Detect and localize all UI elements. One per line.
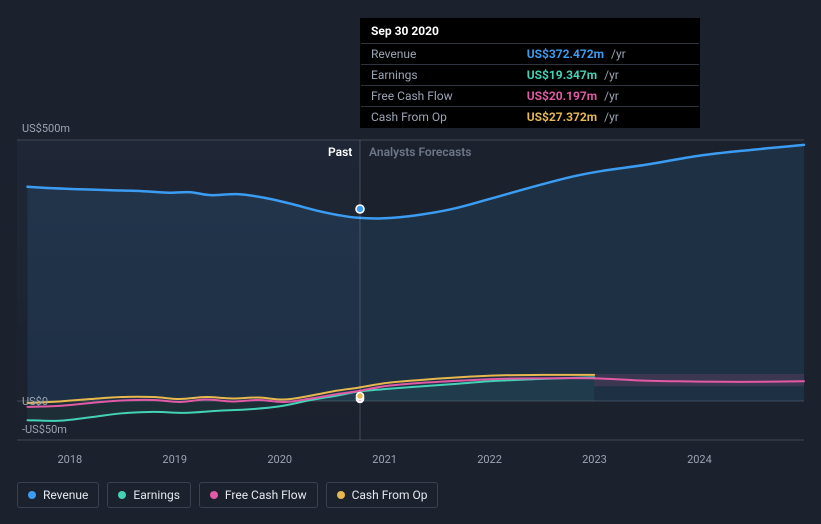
tooltip-row: Free Cash FlowUS$20.197m /yr xyxy=(361,86,699,107)
tooltip-row-value: US$27.372m /yr xyxy=(517,107,699,128)
legend-item-label: Revenue xyxy=(43,488,88,502)
tooltip-table: RevenueUS$372.472m /yrEarningsUS$19.347m… xyxy=(361,43,699,127)
chart-legend: Revenue Earnings Free Cash Flow Cash From O… xyxy=(17,482,438,508)
legend-dot-icon xyxy=(337,491,345,499)
tooltip-row-label: Free Cash Flow xyxy=(361,86,517,107)
tooltip-row-value: US$19.347m /yr xyxy=(517,65,699,86)
tooltip-row-label: Revenue xyxy=(361,44,517,65)
tooltip-row: RevenueUS$372.472m /yr xyxy=(361,44,699,65)
tooltip-row-label: Earnings xyxy=(361,65,517,86)
legend-item-label: Cash From Op xyxy=(352,488,428,502)
legend-item-revenue[interactable]: Revenue xyxy=(17,482,99,508)
financial-forecast-chart: US$500m US$0 -US$50m Past Analysts Forec… xyxy=(0,0,821,524)
x-axis-tick: 2022 xyxy=(477,453,502,466)
section-label-forecast: Analysts Forecasts xyxy=(369,145,471,159)
y-axis-label-500m: US$500m xyxy=(22,122,70,135)
tooltip-row: Cash From OpUS$27.372m /yr xyxy=(361,107,699,128)
tooltip-row-label: Cash From Op xyxy=(361,107,517,128)
x-axis-tick: 2024 xyxy=(687,453,712,466)
x-axis-tick: 2023 xyxy=(582,453,607,466)
tooltip-row-value: US$20.197m /yr xyxy=(517,86,699,107)
legend-item-cfo[interactable]: Cash From Op xyxy=(326,482,439,508)
tooltip-date: Sep 30 2020 xyxy=(361,19,699,43)
legend-dot-icon xyxy=(210,491,218,499)
x-axis-tick: 2019 xyxy=(162,453,187,466)
legend-item-label: Free Cash Flow xyxy=(225,488,307,502)
legend-dot-icon xyxy=(28,491,36,499)
section-label-past: Past xyxy=(328,145,352,159)
legend-dot-icon xyxy=(118,491,126,499)
tooltip-row: EarningsUS$19.347m /yr xyxy=(361,65,699,86)
x-axis-tick: 2018 xyxy=(57,453,82,466)
y-axis-label-neg50m: -US$50m xyxy=(22,423,67,436)
legend-item-label: Earnings xyxy=(133,488,180,502)
chart-tooltip: Sep 30 2020 RevenueUS$372.472m /yrEarnin… xyxy=(360,18,700,128)
legend-item-earnings[interactable]: Earnings xyxy=(107,482,191,508)
y-axis-label-0: US$0 xyxy=(22,395,48,408)
x-axis-tick: 2021 xyxy=(372,453,397,466)
x-axis-tick: 2020 xyxy=(267,453,292,466)
legend-item-fcf[interactable]: Free Cash Flow xyxy=(199,482,318,508)
tooltip-row-value: US$372.472m /yr xyxy=(517,44,699,65)
